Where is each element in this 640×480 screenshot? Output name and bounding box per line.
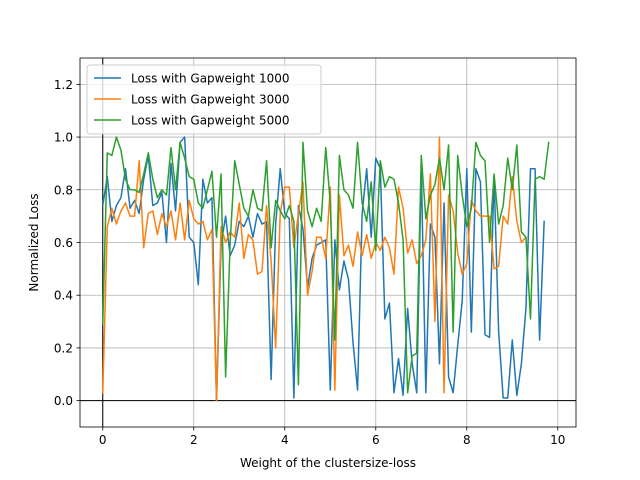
x-tick-label: 0 xyxy=(99,433,107,447)
legend-label-3: Loss with Gapweight 5000 xyxy=(131,114,290,128)
series-layer xyxy=(101,136,550,402)
series-line-3 xyxy=(101,136,550,394)
legend-label-1: Loss with Gapweight 1000 xyxy=(131,72,290,86)
x-tick-label: 4 xyxy=(281,433,289,447)
series-line-1 xyxy=(101,136,545,402)
y-tick-label: 1.2 xyxy=(54,78,73,92)
y-tick-label: 0.0 xyxy=(54,394,73,408)
x-tick-label: 10 xyxy=(550,433,565,447)
legend-label-2: Loss with Gapweight 3000 xyxy=(131,93,290,107)
legend-box xyxy=(86,64,322,135)
y-tick-label: 0.4 xyxy=(54,289,73,303)
y-tick-label: 1.0 xyxy=(54,131,73,145)
x-tick-label: 8 xyxy=(463,433,471,447)
legend: Loss with Gapweight 1000 Loss with Gapwei… xyxy=(86,64,322,135)
x-tick-label: 2 xyxy=(190,433,198,447)
y-tick-label: 0.6 xyxy=(54,236,73,250)
ticks: 0 2 4 6 8 10 0.0 0.2 0.4 0.6 0.8 1.0 1.2 xyxy=(54,78,566,447)
x-axis-label: Weight of the clustersize-loss xyxy=(240,456,416,470)
y-tick-label: 0.2 xyxy=(54,341,73,355)
y-axis-label: Normalized Loss xyxy=(27,193,41,291)
x-tick-label: 6 xyxy=(372,433,380,447)
y-tick-label: 0.8 xyxy=(54,183,73,197)
